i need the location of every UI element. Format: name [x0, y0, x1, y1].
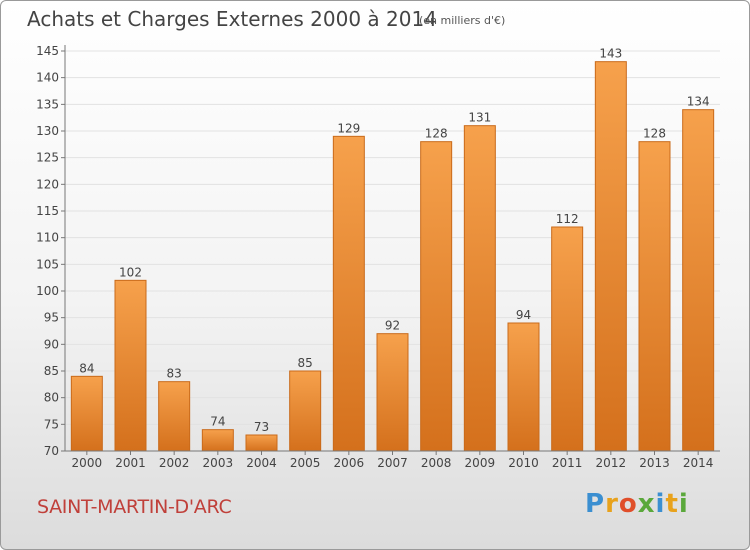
- x-tick-label: 2004: [246, 456, 277, 470]
- data-label-2014: 134: [687, 95, 710, 109]
- logo-letter: r: [605, 489, 619, 519]
- logo-letter: i: [655, 489, 666, 519]
- data-labels: 84 102 83 74 73 85 129 92 128 131 94 112 143 128 134: [79, 47, 709, 434]
- x-tick-label: 2005: [290, 456, 321, 470]
- y-tick-label: 125: [36, 151, 59, 165]
- y-tick-label: 140: [36, 71, 59, 85]
- y-tick-label: 70: [44, 444, 59, 458]
- bar-2007[interactable]: [376, 333, 409, 452]
- bar-2013[interactable]: [638, 141, 671, 452]
- y-tick-label: 115: [36, 204, 59, 218]
- y-tick-label: 135: [36, 97, 59, 111]
- y-tick-label: 100: [36, 284, 59, 298]
- x-tick-label: 2008: [421, 456, 452, 470]
- commune-name: SAINT-MARTIN-D'ARC: [37, 496, 232, 518]
- x-tick-label: 2003: [203, 456, 234, 470]
- x-tick-label: 2002: [159, 456, 190, 470]
- bar-2002[interactable]: [158, 381, 191, 452]
- logo-letter: x: [637, 489, 656, 519]
- bars: [70, 61, 715, 452]
- bar-2012[interactable]: [594, 61, 627, 452]
- axes: 70 75 80 85 90 95 100 105 110 115 120 125 130 135 140 1…: [36, 44, 720, 470]
- data-label-2006: 129: [337, 121, 360, 135]
- bar-2008[interactable]: [420, 141, 453, 452]
- data-label-2010: 94: [516, 308, 531, 322]
- bar-2006[interactable]: [332, 135, 365, 452]
- y-tick-label: 120: [36, 177, 59, 191]
- logo-letter: o: [618, 489, 638, 519]
- y-tick-label: 110: [36, 231, 59, 245]
- logo-letter: P: [585, 489, 606, 519]
- y-tick-label: 85: [44, 364, 59, 378]
- y-tick-label: 80: [44, 391, 59, 405]
- y-tick-label: 145: [36, 44, 59, 58]
- data-label-2009: 131: [468, 111, 491, 125]
- x-tick-label: 2007: [377, 456, 408, 470]
- x-tick-label: 2009: [465, 456, 496, 470]
- y-tick-label: 75: [44, 417, 59, 431]
- bar-2005[interactable]: [289, 370, 322, 452]
- y-tick-label: 130: [36, 124, 59, 138]
- bar-2001[interactable]: [114, 279, 147, 452]
- bar-2011[interactable]: [551, 226, 584, 452]
- data-label-2000: 84: [79, 361, 94, 375]
- y-tick-label: 95: [44, 311, 59, 325]
- bar-2004[interactable]: [245, 434, 278, 452]
- data-label-2003: 74: [210, 415, 225, 429]
- x-tick-label: 2014: [683, 456, 714, 470]
- bar-2014[interactable]: [682, 109, 715, 452]
- y-tick-label: 90: [44, 337, 59, 351]
- x-tick-label: 2006: [334, 456, 365, 470]
- x-tick-label: 2010: [508, 456, 539, 470]
- data-label-2002: 83: [167, 367, 182, 381]
- x-tick-label: 2013: [639, 456, 670, 470]
- data-label-2007: 92: [385, 319, 400, 333]
- data-label-2013: 128: [643, 127, 666, 141]
- data-label-2004: 73: [254, 420, 269, 434]
- data-label-2011: 112: [556, 212, 579, 226]
- x-tick-label: 2011: [552, 456, 583, 470]
- proxiti-logo[interactable]: Proxiti: [585, 489, 689, 519]
- x-tick-label: 2000: [72, 456, 103, 470]
- logo-letter: i: [678, 489, 689, 519]
- x-tick-label: 2001: [115, 456, 146, 470]
- chart-title: Achats et Charges Externes 2000 à 2014: [27, 7, 437, 31]
- y-tick-label: 105: [36, 257, 59, 271]
- bar-2000[interactable]: [70, 375, 103, 452]
- bar-2003[interactable]: [201, 429, 234, 452]
- data-label-2005: 85: [298, 356, 313, 370]
- data-label-2008: 128: [425, 127, 448, 141]
- x-tick-label: 2012: [596, 456, 627, 470]
- logo-letter: t: [665, 489, 679, 519]
- bar-2009[interactable]: [463, 125, 496, 452]
- data-label-2012: 143: [599, 47, 622, 61]
- bar-2010[interactable]: [507, 322, 540, 452]
- data-label-2001: 102: [119, 265, 142, 279]
- unit-note: (en milliers d'€): [419, 14, 506, 27]
